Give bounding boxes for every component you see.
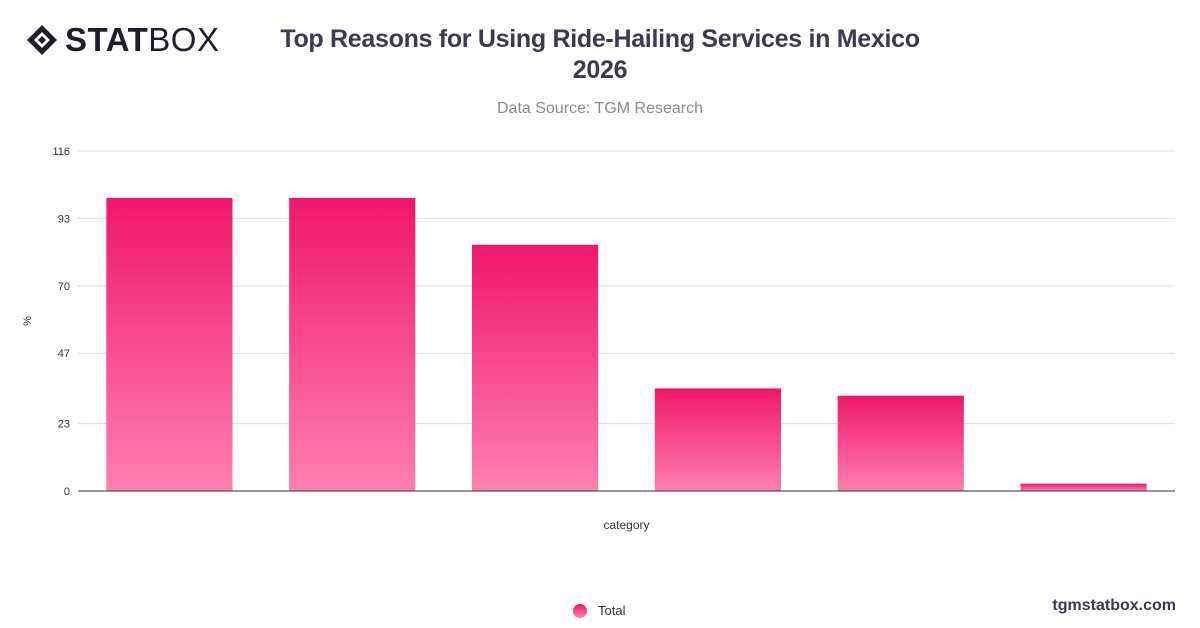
diamond-logo-icon <box>27 25 57 55</box>
logo-bold-text: STAT <box>65 21 149 58</box>
y-tick-label: 116 <box>52 146 70 158</box>
y-tick-labels: 0 23 47 70 93 116 <box>52 146 70 498</box>
y-axis-label: % <box>22 316 34 326</box>
legend-label-total: Total <box>598 603 626 618</box>
bar-2[interactable] <box>472 244 599 491</box>
legend-swatch <box>573 603 587 618</box>
bar-5[interactable] <box>1020 483 1147 491</box>
y-tick-label: 70 <box>58 281 70 293</box>
footer-site: tgmstatbox.com <box>1052 597 1176 614</box>
gridlines <box>78 150 1175 425</box>
x-axis-label: category <box>603 518 649 532</box>
statbox-logo: STATBOX <box>25 22 219 58</box>
bar-3[interactable] <box>654 388 781 491</box>
chart-title: Top Reasons for Using Ride-Hailing Servi… <box>250 24 950 86</box>
bar-0[interactable] <box>106 197 233 491</box>
logo-regular-text: BOX <box>148 21 220 58</box>
legend[interactable]: Total <box>573 603 625 618</box>
logo-wordmark: STATBOX <box>65 22 219 58</box>
y-tick-label: 23 <box>58 419 70 431</box>
chart-subtitle: Data Source: TGM Research <box>496 100 703 117</box>
y-tick-label: 93 <box>58 213 70 225</box>
chart-title-line1: Top Reasons for Using Ride-Hailing Servi… <box>280 25 920 53</box>
y-tick-label: 47 <box>58 348 70 360</box>
y-tick-label: 0 <box>64 486 70 498</box>
bar-4[interactable] <box>837 395 964 491</box>
chart-title-line2: 2026 <box>572 56 628 84</box>
bars <box>106 197 1147 491</box>
title-block: Top Reasons for Using Ride-Hailing Servi… <box>250 24 950 118</box>
bar-1[interactable] <box>289 197 416 491</box>
